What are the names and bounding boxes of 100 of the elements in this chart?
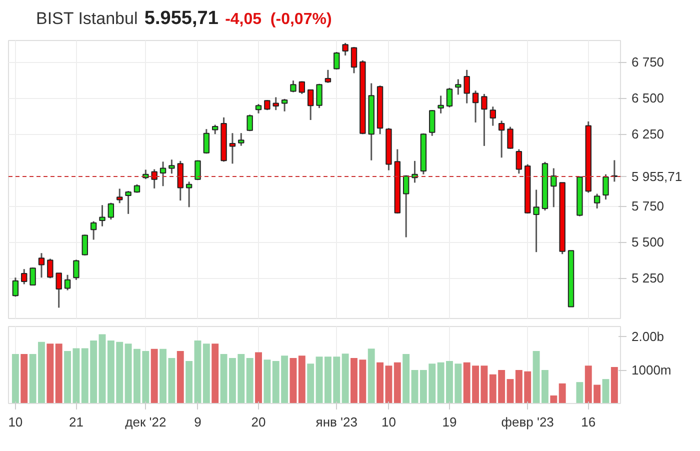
candlestick	[533, 188, 540, 253]
bar	[550, 395, 558, 404]
candlestick	[550, 168, 557, 208]
candlestick	[203, 128, 210, 154]
candlestick	[490, 106, 496, 127]
bar	[411, 370, 418, 404]
x-tick-label: 21	[68, 414, 84, 430]
candlestick	[21, 268, 28, 285]
candlestick	[298, 80, 306, 95]
candlestick	[116, 188, 123, 204]
candlestick	[342, 42, 348, 56]
bar	[394, 362, 401, 404]
candlestick	[272, 96, 279, 111]
bar	[506, 379, 514, 404]
candlestick	[212, 124, 218, 135]
candlestick	[125, 190, 132, 215]
bar	[255, 352, 262, 404]
bar	[212, 344, 219, 404]
candlestick	[438, 94, 444, 114]
candlestick	[160, 160, 166, 187]
x-tick-label: янв '23	[316, 414, 358, 430]
bar	[342, 354, 349, 404]
bar	[150, 348, 158, 404]
bar	[602, 379, 610, 404]
candlestick	[316, 83, 322, 109]
bar	[46, 344, 54, 404]
x-tick-label: 9	[194, 414, 202, 430]
candlestick	[446, 87, 453, 108]
bar	[610, 367, 618, 404]
bar	[20, 354, 28, 404]
bar	[55, 344, 62, 404]
candlestick	[186, 180, 192, 208]
candlestick	[238, 132, 244, 147]
candlestick	[82, 234, 88, 256]
text: -4,05 (-0,07%)	[225, 11, 332, 28]
candlestick	[350, 46, 358, 74]
bar	[307, 364, 314, 404]
x-tick-label: 10	[381, 414, 396, 430]
candlestick	[290, 80, 296, 93]
candlestick	[594, 193, 600, 210]
bar	[368, 348, 375, 404]
y-tick-label: 5 250	[632, 270, 664, 286]
candlestick	[281, 98, 288, 112]
candlestick	[507, 126, 514, 150]
x-tick-label: 16	[581, 414, 596, 430]
candlestick	[255, 103, 262, 114]
candlestick	[12, 276, 19, 298]
candlestick	[334, 51, 340, 70]
candlestick	[429, 109, 436, 137]
candlestick	[464, 69, 470, 104]
bar	[98, 334, 106, 404]
candlestick	[498, 120, 505, 158]
candlestick	[56, 272, 62, 308]
y-tick-label: 6 750	[632, 54, 664, 70]
candlestick	[73, 258, 80, 281]
chart-title: BIST Istanbul	[36, 9, 138, 28]
chart-subtitle: 5.955,71	[144, 8, 218, 29]
y-tick-label: 5 500	[632, 234, 664, 250]
y-tick-label: 1000m	[632, 362, 672, 378]
candlestick	[472, 90, 479, 124]
x-tick-label: 20	[251, 414, 266, 430]
candlestick	[38, 252, 45, 278]
bar	[12, 354, 19, 404]
x-tick-label: 10	[8, 414, 23, 430]
candlestick	[108, 202, 114, 220]
candlestick	[64, 274, 71, 292]
bar	[202, 344, 210, 404]
x-tick-label: дек '22	[125, 414, 166, 430]
bar	[194, 340, 202, 404]
candlestick	[307, 89, 314, 121]
candlestick	[246, 114, 253, 132]
candlestick	[168, 158, 175, 174]
bar	[558, 383, 566, 404]
x-tick-label: 19	[442, 414, 457, 430]
ref-line-label: 5 955,71	[632, 169, 682, 184]
candlestick	[481, 93, 488, 147]
x-tick-label: февр '23	[501, 414, 554, 430]
candlestick	[324, 69, 332, 84]
candlestick	[455, 78, 462, 96]
candlestick	[229, 132, 236, 164]
candlestick	[516, 148, 522, 174]
candlestick	[90, 220, 97, 240]
y-tick-label: 5 750	[632, 198, 664, 214]
candlestick	[47, 258, 54, 279]
bar	[264, 360, 271, 404]
candlestick	[30, 266, 36, 286]
y-tick-label: 6 250	[632, 126, 664, 142]
candlestick	[602, 174, 609, 200]
bar	[176, 350, 184, 404]
bar	[290, 358, 297, 404]
bar	[298, 356, 306, 404]
candlestick	[402, 174, 410, 238]
bar	[246, 358, 254, 404]
bar	[186, 360, 193, 404]
bar	[402, 354, 410, 404]
candlestick	[99, 204, 106, 228]
y-tick-label: 2.00b	[632, 329, 664, 344]
y-tick-label: 6 500	[632, 90, 664, 106]
bar	[316, 356, 323, 404]
bar	[576, 382, 584, 404]
